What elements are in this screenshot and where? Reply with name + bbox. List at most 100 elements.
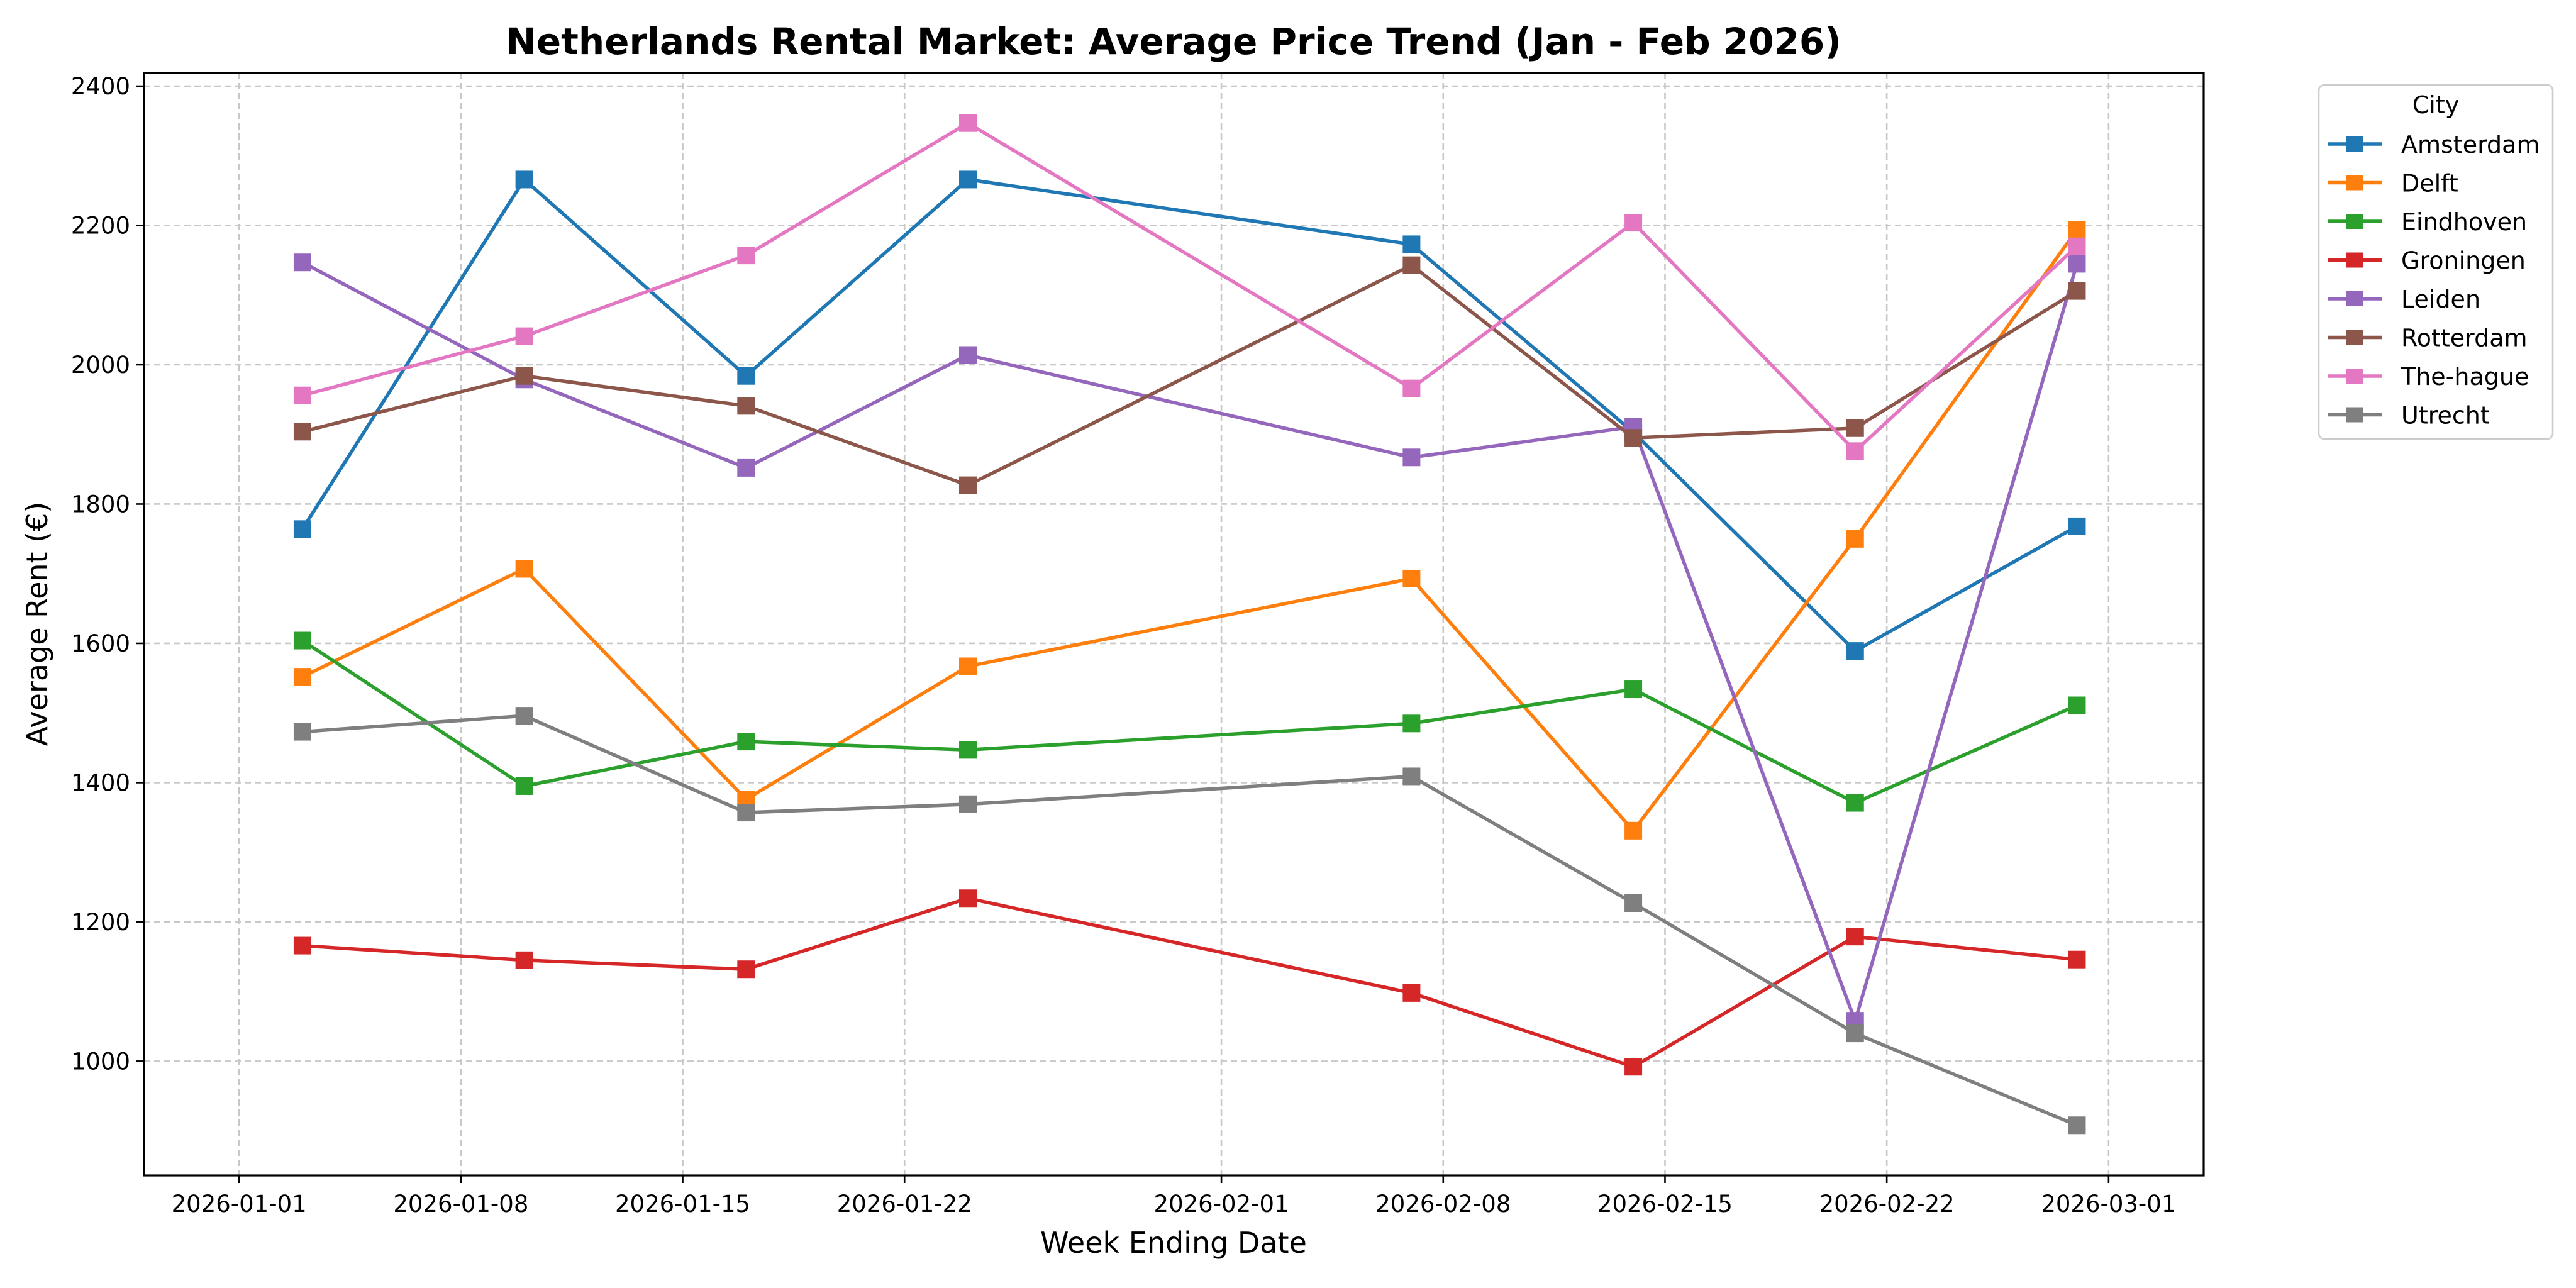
series-line <box>301 639 2078 805</box>
data-point <box>2068 696 2086 714</box>
legend-swatch-marker <box>2346 407 2363 423</box>
data-point <box>515 560 533 578</box>
legend-item: Eindhoven <box>2328 208 2527 236</box>
data-point <box>1402 235 1421 253</box>
legend-label: Leiden <box>2401 286 2480 313</box>
series-amsterdam <box>293 170 2086 660</box>
data-point <box>515 951 533 969</box>
series-leiden <box>293 253 2086 1030</box>
grid <box>144 73 2204 1175</box>
legend-item: Rotterdam <box>2328 325 2528 352</box>
data-point <box>293 936 311 955</box>
data-point <box>959 657 977 675</box>
legend: City Amsterdam Delft Eindhoven Groningen Lei… <box>2318 84 2554 440</box>
legend-item: Delft <box>2328 170 2458 197</box>
x-tick-label: 2026-02-01 <box>1154 1191 1289 1218</box>
x-tick-label: 2026-02-22 <box>1819 1191 1955 1218</box>
data-point <box>515 707 533 725</box>
y-tick-label: 2400 <box>71 73 130 100</box>
y-axis-label: Average Rent (€) <box>20 502 54 747</box>
data-point <box>2068 221 2086 239</box>
series-utrecht <box>293 707 2086 1135</box>
legend-item: The-hague <box>2328 363 2529 391</box>
data-point <box>293 668 311 686</box>
data-point <box>293 520 311 538</box>
data-point <box>737 733 755 751</box>
legend-swatch-marker <box>2346 291 2363 306</box>
data-point <box>737 458 755 477</box>
series-layer <box>293 114 2086 1135</box>
legend-label: Utrecht <box>2401 402 2490 430</box>
data-point <box>959 476 977 494</box>
series-line <box>302 121 2079 453</box>
data-point <box>737 367 755 385</box>
legend-label: The-hague <box>2401 363 2529 391</box>
data-point <box>1846 928 1864 946</box>
data-point <box>959 170 977 189</box>
data-point <box>1624 214 1643 232</box>
data-point <box>1846 419 1864 437</box>
data-point <box>1846 530 1864 548</box>
data-point <box>1402 767 1421 786</box>
data-point <box>1846 1024 1864 1043</box>
series-line <box>302 714 2078 1127</box>
x-tick-label: 2026-01-01 <box>172 1191 307 1218</box>
data-point <box>1402 984 1421 1002</box>
data-point <box>293 723 311 741</box>
legend-title: City <box>2412 91 2459 119</box>
data-point <box>1402 448 1421 467</box>
data-point <box>515 367 533 385</box>
data-point <box>293 423 311 441</box>
series-eindhoven <box>293 631 2086 812</box>
y-tick-label: 2000 <box>71 352 130 379</box>
data-point <box>959 889 977 908</box>
data-point <box>959 795 977 813</box>
x-tick-label: 2026-01-08 <box>393 1191 528 1218</box>
data-point <box>959 741 977 759</box>
x-axis-label: Week Ending Date <box>1040 1226 1307 1260</box>
series-rotterdam <box>293 256 2086 494</box>
legend-item: Groningen <box>2328 247 2526 275</box>
legend-label: Eindhoven <box>2401 208 2527 236</box>
data-point <box>1846 642 1864 660</box>
legend-swatch-marker <box>2346 214 2363 229</box>
legend-item: Leiden <box>2328 286 2480 313</box>
data-point <box>1402 379 1421 397</box>
data-point <box>1846 794 1864 812</box>
y-axis: 1000 1200 1400 1600 1800 2000 2200 2400 <box>71 73 144 1075</box>
data-point <box>1624 429 1643 447</box>
x-tick-label: 2026-02-15 <box>1597 1191 1733 1218</box>
data-point <box>737 247 755 265</box>
data-point <box>2068 237 2086 255</box>
data-point <box>1624 821 1643 840</box>
x-tick-label: 2026-03-01 <box>2041 1191 2176 1218</box>
legend-swatch-marker <box>2346 175 2363 191</box>
series-line <box>302 263 2078 487</box>
x-tick-label: 2026-01-15 <box>615 1191 750 1218</box>
chart-title: Netherlands Rental Market: Average Price… <box>506 20 1841 63</box>
data-point <box>293 386 311 404</box>
data-point <box>515 777 533 795</box>
series-the-hague <box>293 114 2086 460</box>
series-line <box>301 228 2079 833</box>
data-point <box>1402 714 1421 733</box>
data-point <box>1624 1058 1643 1076</box>
series-line <box>302 896 2077 1069</box>
y-tick-label: 1800 <box>71 491 130 518</box>
legend-swatch-marker <box>2346 369 2363 384</box>
data-point <box>2068 282 2086 300</box>
data-point <box>2068 950 2086 969</box>
data-point <box>2068 255 2086 273</box>
data-point <box>1624 894 1643 913</box>
data-point <box>959 114 977 132</box>
y-tick-label: 1000 <box>71 1048 130 1075</box>
plot-frame <box>143 72 2205 1177</box>
x-tick-label: 2026-02-08 <box>1375 1191 1511 1218</box>
legend-swatch-marker <box>2346 136 2363 152</box>
data-point <box>515 170 533 189</box>
data-point <box>2068 517 2086 535</box>
legend-item: Utrecht <box>2328 402 2490 430</box>
legend-swatch-marker <box>2346 252 2363 268</box>
x-tick-label: 2026-01-22 <box>837 1191 972 1218</box>
data-point <box>293 631 311 650</box>
